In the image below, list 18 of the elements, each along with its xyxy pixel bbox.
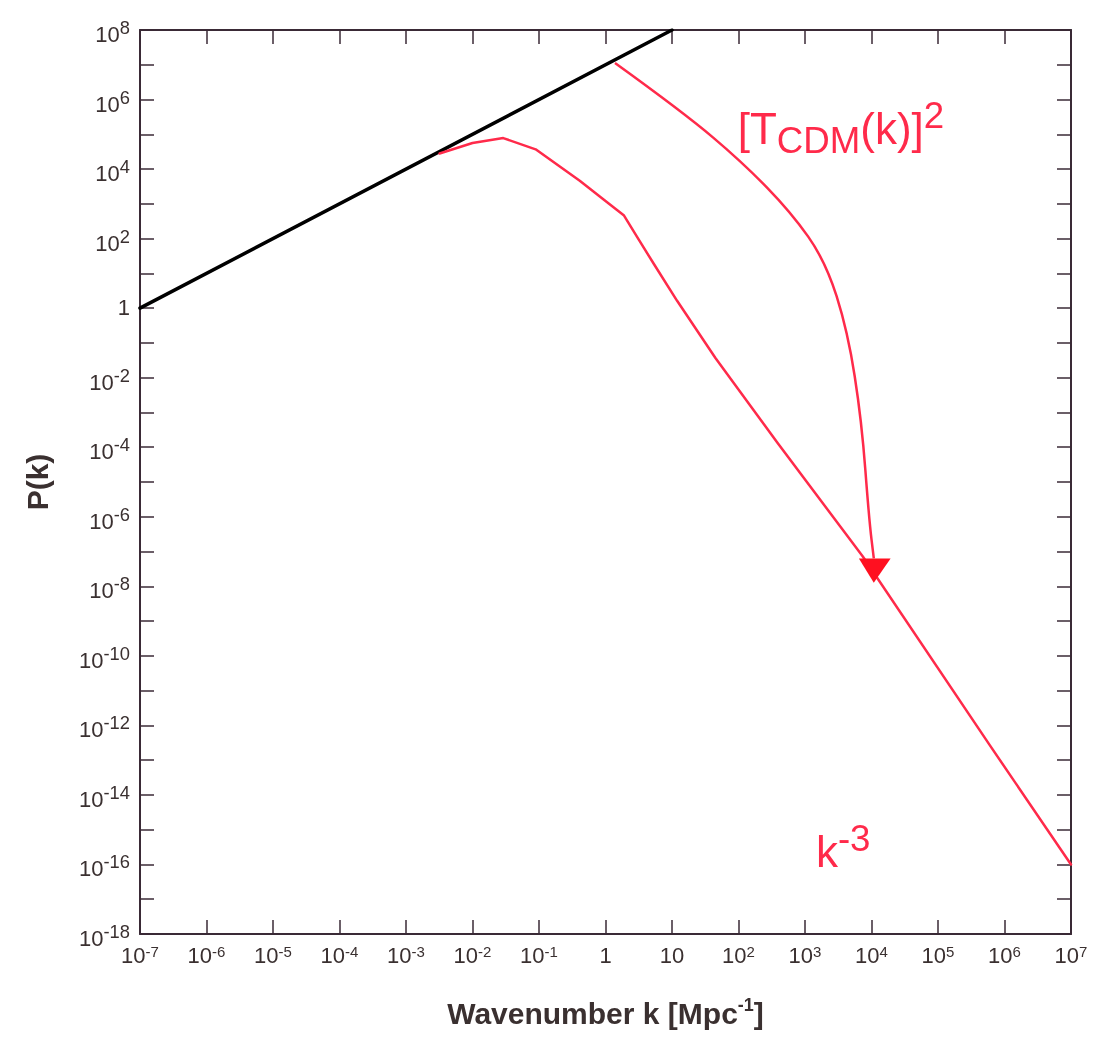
x-tick-label: 10 bbox=[659, 942, 685, 968]
annotation: k$^{-3}$ bbox=[815, 818, 871, 876]
y-axis-title: P(k) bbox=[20, 453, 54, 511]
y-tick-label: 1 bbox=[117, 295, 130, 321]
x-tick-label: 1 bbox=[599, 942, 612, 968]
y-tick-label: 10$^{-6}$ bbox=[89, 503, 130, 535]
y-tick-label: 10$^{-2}$ bbox=[89, 364, 130, 396]
y-tick-label: 10$^{-10}$ bbox=[79, 642, 130, 674]
y-tick-label: 10$^{4}$ bbox=[95, 156, 130, 187]
annotation: [T$_{CDM}$(k)]$^{2}$ bbox=[737, 94, 945, 162]
y-tick-label: 10$^{8}$ bbox=[95, 17, 130, 48]
y-tick-label: 10$^{-8}$ bbox=[89, 573, 130, 604]
y-tick-label: 10$^{-4}$ bbox=[89, 434, 130, 465]
y-tick-label: 10$^{-14}$ bbox=[79, 781, 130, 813]
y-tick-label: 10$^{-16}$ bbox=[79, 851, 130, 882]
y-tick-label: 10$^{6}$ bbox=[95, 86, 130, 117]
y-tick-label: 10$^{2}$ bbox=[95, 225, 130, 256]
y-tick-label: 10$^{-12}$ bbox=[79, 712, 130, 743]
